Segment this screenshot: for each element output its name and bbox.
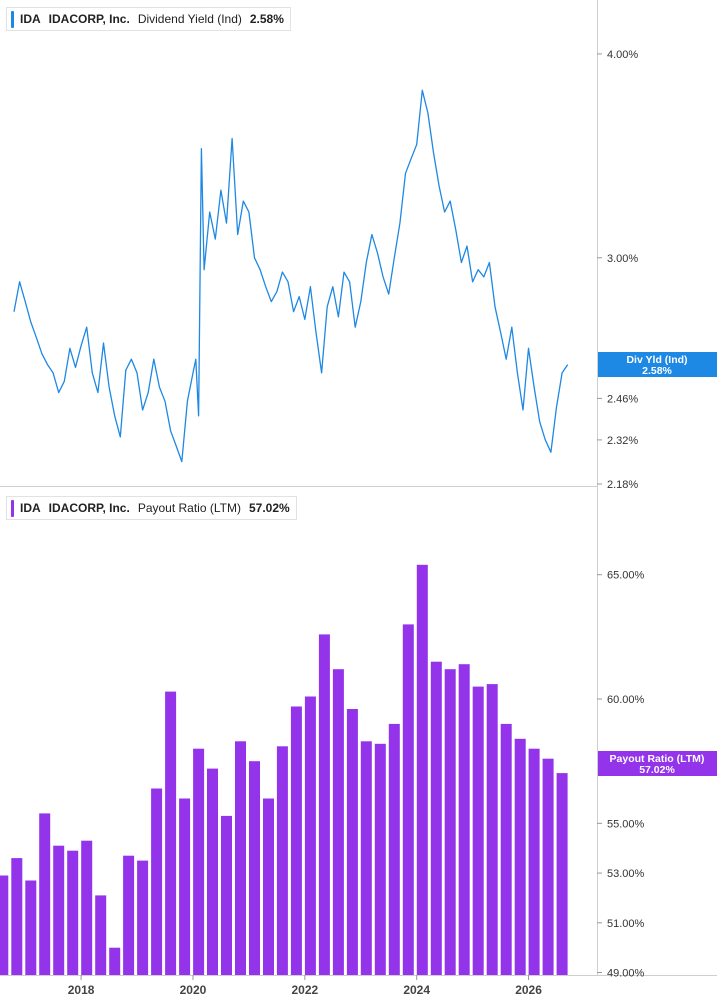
payout-bar <box>290 706 302 975</box>
yield-legend: IDA IDACORP, Inc. Dividend Yield (Ind) 2… <box>6 7 291 31</box>
yield-badge-value: 2.58% <box>642 365 672 377</box>
yield-y-tick-label: 4.00% <box>607 49 638 61</box>
payout-y-tick-label: 49.00% <box>607 968 645 980</box>
payout-badge-value: 57.02% <box>639 764 675 776</box>
dividend-yield-line <box>13 89 569 463</box>
payout-bar <box>95 895 107 975</box>
payout-bar <box>430 661 442 975</box>
payout-legend-value: 57.02% <box>248 501 290 515</box>
payout-legend-swatch <box>11 499 14 517</box>
payout-bar <box>53 845 65 975</box>
payout-bar <box>556 773 568 975</box>
payout-bar <box>542 758 554 975</box>
payout-bar <box>514 738 526 975</box>
payout-y-tick-label: 55.00% <box>607 818 645 830</box>
yield-y-axis: 4.00% 3.00% 2.46% 2.32% 2.18% <box>597 49 638 491</box>
payout-bar <box>235 741 246 975</box>
payout-bar <box>25 880 37 975</box>
x-axis: 2018 2020 2022 2024 2026 <box>68 975 542 997</box>
payout-bar <box>346 709 358 975</box>
payout-bar <box>263 798 274 975</box>
payout-bar <box>249 761 260 975</box>
payout-bar <box>123 855 135 975</box>
payout-legend-company: IDACORP, Inc. <box>48 501 130 515</box>
payout-legend-metric: Payout Ratio (LTM) <box>137 501 241 515</box>
payout-current-badge: Payout Ratio (LTM) 57.02% <box>598 751 717 776</box>
payout-bar <box>221 815 232 975</box>
payout-bar <box>360 741 372 975</box>
x-tick-label: 2020 <box>180 983 207 997</box>
x-tick-label: 2024 <box>403 983 430 997</box>
yield-legend-value: 2.58% <box>249 12 284 26</box>
payout-bar <box>109 947 121 975</box>
payout-bar <box>374 743 386 975</box>
payout-bar <box>500 723 512 975</box>
payout-bar <box>388 723 400 975</box>
payout-y-tick-label: 65.00% <box>607 570 645 582</box>
payout-bar <box>402 624 414 975</box>
payout-bar <box>67 850 79 975</box>
payout-bar <box>11 858 23 975</box>
payout-bar <box>472 686 484 975</box>
yield-legend-swatch <box>11 10 14 28</box>
payout-bar <box>528 748 540 975</box>
payout-y-tick-label: 53.00% <box>607 868 645 880</box>
yield-legend-company: IDACORP, Inc. <box>48 12 130 26</box>
payout-bar <box>332 669 344 975</box>
payout-bar <box>81 840 93 975</box>
payout-badge-label: Payout Ratio (LTM) <box>610 753 705 765</box>
payout-bar <box>318 634 330 975</box>
payout-bar <box>179 798 191 975</box>
payout-y-axis: 65.00% 60.00% 55.00% 53.00% 51.00% 49.00% <box>597 570 645 980</box>
payout-bar <box>486 684 498 975</box>
payout-bar <box>39 813 51 975</box>
yield-y-tick-label: 3.00% <box>607 253 638 265</box>
payout-bar <box>416 564 428 975</box>
yield-y-tick-label: 2.46% <box>607 393 638 405</box>
payout-legend: IDA IDACORP, Inc. Payout Ratio (LTM) 57.… <box>6 496 297 520</box>
payout-bar <box>151 788 163 975</box>
yield-legend-ticker: IDA <box>20 12 41 26</box>
payout-bar <box>193 748 205 975</box>
payout-bar <box>207 768 218 975</box>
payout-bar <box>276 746 288 975</box>
payout-legend-ticker: IDA <box>20 501 41 515</box>
payout-y-tick-label: 60.00% <box>607 694 645 706</box>
yield-legend-metric: Dividend Yield (Ind) <box>137 12 242 26</box>
x-tick-label: 2026 <box>515 983 542 997</box>
dividend-yield-plot <box>13 89 569 463</box>
payout-bar <box>458 664 470 975</box>
payout-bar <box>444 669 456 975</box>
payout-bar <box>137 860 149 975</box>
yield-y-tick-label: 2.18% <box>607 479 638 491</box>
payout-bar <box>304 696 316 975</box>
payout-bar <box>0 875 9 975</box>
x-tick-label: 2018 <box>68 983 95 997</box>
payout-y-tick-label: 51.00% <box>607 918 645 930</box>
yield-badge-label: Div Yld (Ind) <box>626 354 687 366</box>
x-tick-label: 2022 <box>291 983 318 997</box>
payout-ratio-plot <box>0 564 568 975</box>
yield-current-badge: Div Yld (Ind) 2.58% <box>598 352 717 377</box>
payout-bar <box>165 691 177 975</box>
yield-y-tick-label: 2.32% <box>607 435 638 447</box>
